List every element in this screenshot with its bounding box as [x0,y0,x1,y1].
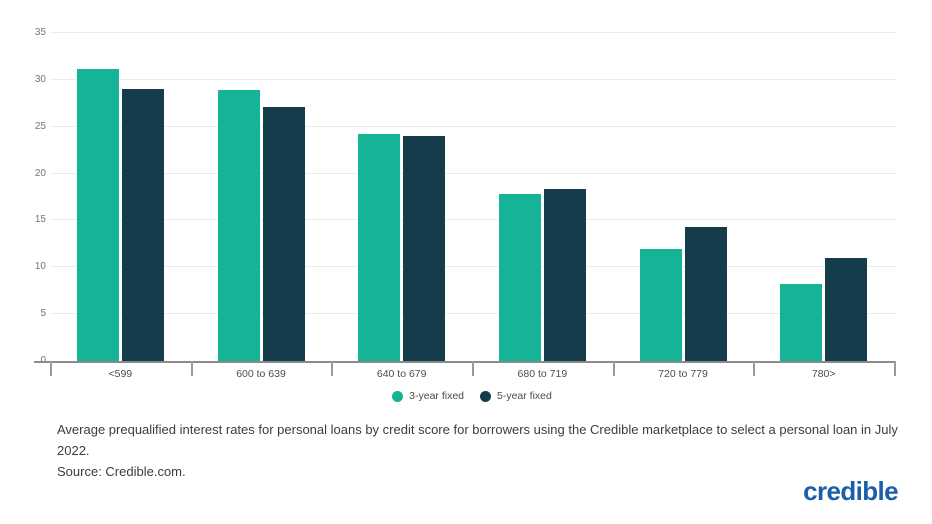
bar-3-year-fixed-640 to 679[interactable] [358,134,401,361]
credible-logo[interactable]: credible [803,476,899,506]
gridline-35 [50,32,896,33]
y-tick-label-10: 10 [34,261,46,273]
grid-layer [50,32,896,361]
gridline-15 [50,219,896,221]
gridline-5 [50,313,896,315]
bar-5-year-fixed-720 to 779[interactable] [684,227,727,361]
legend-swatch-icon [392,390,404,402]
x-category-label-640 to 679: 640 to 679 [376,368,427,380]
caption-line-2: Source: Credible.com. [57,464,186,479]
legend-swatch-icon [480,390,491,402]
x-category-label-<599: <599 [108,368,133,380]
x-axis-tick-5 [753,361,756,376]
x-axis-line [34,361,896,363]
bar-5-year-fixed-640 to 679[interactable] [403,136,446,361]
legend-label: 5-year fixed [497,390,552,402]
bar-3-year-fixed-780>[interactable] [780,284,823,361]
bar-group-<599 [50,33,191,361]
x-axis-tick-0 [50,361,52,376]
bar-group-680 to 719 [472,33,613,361]
bar-3-year-fixed-<599[interactable] [76,68,119,361]
bar-3-year-fixed-720 to 779[interactable] [639,248,682,361]
x-axis-tick-3 [472,361,474,376]
legend-item-5-year-fixed[interactable]: 5-year fixed [480,390,552,402]
chart-legend: 3-year fixed 5-year fixed [50,390,894,402]
gridline-20 [50,172,896,174]
x-axis-tick-2 [331,361,334,376]
plot-area [50,33,894,361]
y-tick-label-5: 5 [40,308,46,320]
bar-3-year-fixed-600 to 639[interactable] [217,90,260,361]
y-tick-label-20: 20 [34,167,46,179]
x-axis-tick-1 [190,361,193,376]
x-category-label-680 to 719: 680 to 719 [517,368,568,380]
legend-item-3-year-fixed[interactable]: 3-year fixed [392,390,464,402]
y-axis: 0 5 10 15 20 25 30 35 [0,28,46,366]
bar-5-year-fixed-600 to 639[interactable] [262,107,305,361]
gridline-30 [50,78,896,80]
x-axis-tick-6 [894,361,896,376]
y-tick-label-35: 35 [34,27,46,38]
bar-5-year-fixed-<599[interactable] [121,89,164,361]
y-tick-label-25: 25 [34,120,46,132]
x-category-label-720 to 779: 720 to 779 [658,368,708,380]
y-tick-label-0: 0 [0,356,46,366]
bar-group-720 to 779 [613,33,754,361]
x-category-label-600 to 639: 600 to 639 [236,368,286,380]
bar-group-600 to 639 [191,33,332,361]
bar-3-year-fixed-680 to 719[interactable] [498,194,541,361]
x-category-label-780>: 780> [811,368,836,380]
bar-5-year-fixed-680 to 719[interactable] [543,188,586,361]
chart-caption: Average prequalified interest rates for … [57,419,921,482]
bar-group-780> [753,33,894,361]
y-tick-label-30: 30 [34,73,46,85]
x-axis-tick-4 [612,361,615,376]
x-axis: <599 600 to 639 640 to 679 680 to 719 720 to… [50,367,894,381]
y-tick-label-15: 15 [34,214,46,226]
bar-5-year-fixed-780>[interactable] [825,257,868,361]
caption-line-1: Average prequalified interest rates for … [57,422,898,458]
gridline-25 [50,125,896,127]
legend-label: 3-year fixed [409,390,464,402]
gridline-10 [50,266,896,268]
bar-group-640 to 679 [331,33,472,361]
